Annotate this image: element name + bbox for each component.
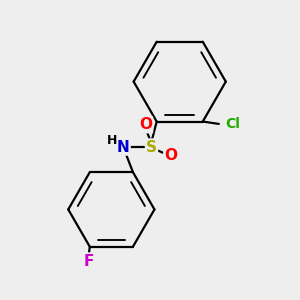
- Text: O: O: [164, 148, 177, 164]
- Text: S: S: [146, 140, 157, 154]
- Text: O: O: [139, 117, 152, 132]
- Text: H: H: [107, 134, 117, 147]
- Text: F: F: [83, 254, 94, 268]
- Text: N: N: [117, 140, 130, 154]
- Text: Cl: Cl: [226, 117, 241, 131]
